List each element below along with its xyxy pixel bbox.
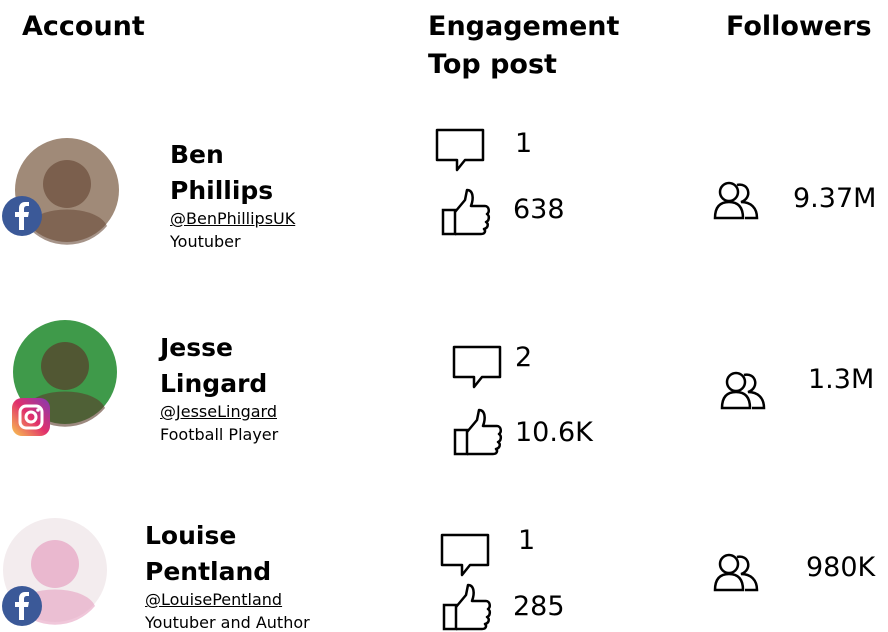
- platform-icon: [12, 398, 50, 436]
- comment-count: 1: [515, 128, 533, 159]
- header-followers: Followers: [726, 11, 872, 42]
- comment-count: 2: [515, 342, 533, 373]
- account-handle: @LouisePentland: [145, 590, 283, 609]
- followers-icon: [713, 181, 759, 220]
- account-handle: @BenPhillipsUK: [170, 209, 296, 228]
- like-count: 10.6K: [515, 417, 593, 448]
- account-handle: @JesseLingard: [160, 402, 277, 421]
- header-engagement: Engagement Top post: [428, 11, 620, 80]
- comment-icon: [452, 345, 502, 389]
- platform-icon: [2, 586, 42, 626]
- like-count: 638: [513, 194, 565, 225]
- comment-icon: [435, 128, 485, 172]
- header-account: Account: [22, 11, 145, 42]
- avatar: [3, 518, 107, 625]
- like-count: 285: [513, 591, 565, 622]
- account-name: Jesse Lingard: [160, 333, 268, 398]
- account-role: Youtuber: [170, 232, 241, 251]
- avatar: [15, 138, 119, 245]
- followers-icon: [713, 553, 759, 592]
- like-icon: [441, 188, 491, 236]
- follower-count: 1.3M: [808, 364, 875, 395]
- comment-count: 1: [518, 525, 536, 556]
- avatar: [13, 320, 117, 427]
- account-role: Football Player: [160, 425, 279, 444]
- like-icon: [453, 408, 503, 456]
- follower-count: 9.37M: [793, 183, 877, 214]
- followers-icon: [720, 371, 766, 410]
- like-icon: [442, 583, 492, 631]
- account-name: Louise Pentland: [145, 521, 272, 586]
- platform-icon: [2, 196, 42, 236]
- account-role: Youtuber and Author: [145, 613, 310, 632]
- comment-icon: [440, 533, 490, 577]
- follower-count: 980K: [806, 552, 876, 583]
- account-name: Ben Phillips: [170, 140, 274, 205]
